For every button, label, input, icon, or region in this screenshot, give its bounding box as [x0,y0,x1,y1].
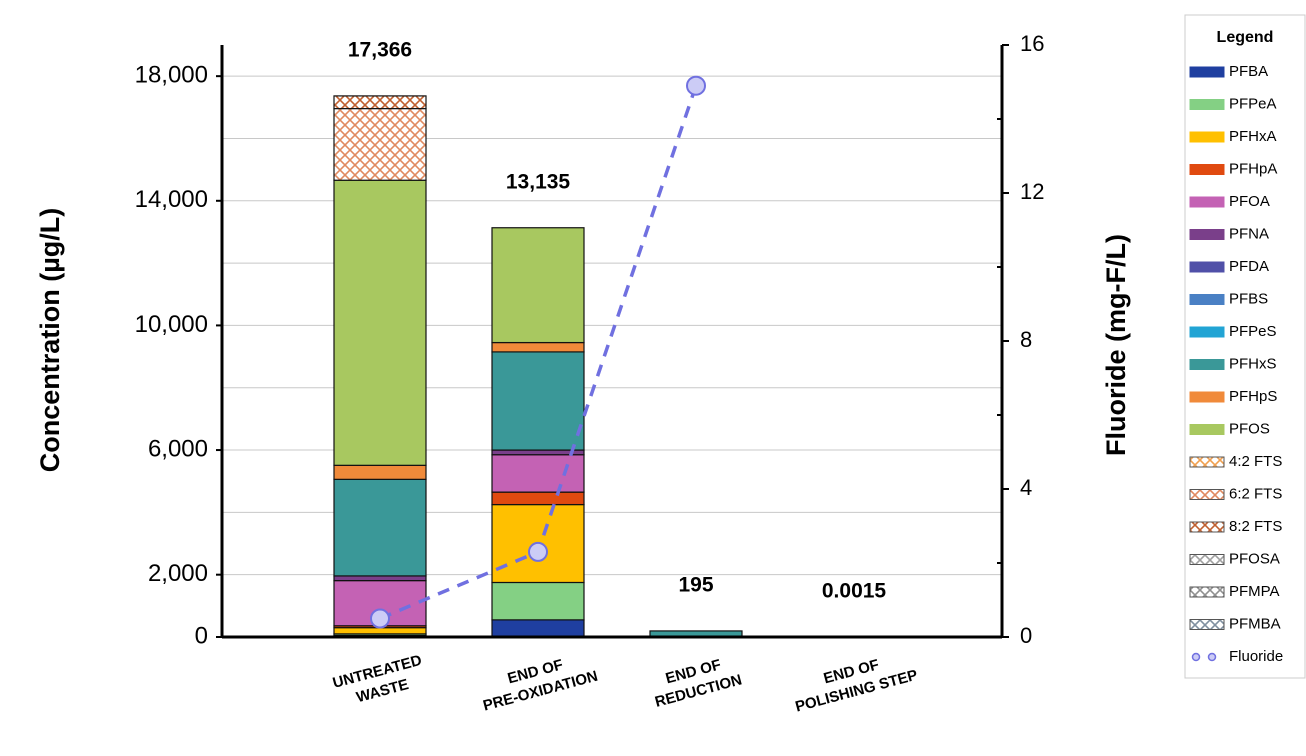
bar-segment [334,96,426,109]
fluoride-point [687,77,705,95]
bar-segment [492,582,584,619]
legend-swatch [1190,555,1224,565]
y-tick-label: 18,000 [135,62,208,89]
y2-axis-title: Fluoride (mg-F/L) [1101,234,1131,456]
total-label: 17,366 [348,38,412,61]
legend-label: PFHxA [1229,128,1277,145]
legend-label: PFOA [1229,193,1270,210]
total-label: 195 [678,573,713,596]
bar-segment [492,620,584,637]
y2-tick-label: 8 [1020,327,1032,352]
legend-swatch [1190,262,1224,272]
bar-segment [334,180,426,465]
legend-box [1185,15,1305,678]
bar-segment [492,492,584,504]
bar-segment [334,576,426,581]
legend-marker [1193,654,1200,661]
legend-swatch [1190,132,1224,142]
legend-label: PFPeS [1229,323,1277,340]
legend-label: PFMBA [1229,615,1281,632]
y2-tick-label: 16 [1020,31,1044,56]
legend-swatch [1190,67,1224,77]
legend-label: Fluoride [1229,648,1283,665]
bar-segment [492,352,584,450]
fluoride-point [371,610,389,628]
bar-segment [334,628,426,634]
bar-segment [334,479,426,576]
legend-swatch [1190,522,1224,532]
legend-swatch [1190,425,1224,435]
legend-label: PFOSA [1229,550,1280,567]
legend-swatch [1190,490,1224,500]
y2-tick-label: 0 [1020,623,1032,648]
legend-label: 8:2 FTS [1229,518,1282,535]
legend-label: 6:2 FTS [1229,485,1282,502]
legend-title: Legend [1217,29,1274,46]
legend-swatch [1190,457,1224,467]
bar-segment [492,228,584,343]
legend-swatch [1190,197,1224,207]
legend-marker [1209,654,1216,661]
total-label: 0.0015 [822,580,887,603]
y2-tick-label: 12 [1020,179,1044,204]
y2-tick-label: 4 [1020,475,1032,500]
legend-label: PFBA [1229,63,1268,80]
legend-label: PFMPA [1229,583,1280,600]
legend-swatch [1190,165,1224,175]
legend-swatch [1190,587,1224,597]
bar-segment [492,343,584,352]
legend-swatch [1190,327,1224,337]
legend-label: PFDA [1229,258,1269,275]
legend-swatch [1190,100,1224,110]
legend-label: PFHpS [1229,388,1277,405]
legend-swatch [1190,360,1224,370]
legend-label: PFBS [1229,290,1268,307]
bar-segment [334,109,426,181]
legend-label: PFHpA [1229,160,1277,177]
y-tick-label: 10,000 [135,311,208,338]
legend-swatch [1190,392,1224,402]
y-axis-title: Concentration (µg/L) [35,208,65,473]
legend-label: PFNA [1229,225,1269,242]
total-label: 13,135 [506,170,571,193]
legend-label: PFHxS [1229,355,1277,372]
legend-swatch [1190,620,1224,630]
y-tick-label: 2,000 [148,560,208,587]
y-tick-label: 6,000 [148,435,208,462]
legend-label: PFOS [1229,420,1270,437]
legend-label: 4:2 FTS [1229,453,1282,470]
y-tick-label: 0 [195,622,208,649]
legend-swatch [1190,230,1224,240]
bar-segment [492,455,584,492]
legend-swatch [1190,295,1224,305]
y-tick-label: 14,000 [135,186,208,213]
fluoride-point [529,543,547,561]
bar-segment [334,465,426,479]
legend-label: PFPeA [1229,95,1277,112]
